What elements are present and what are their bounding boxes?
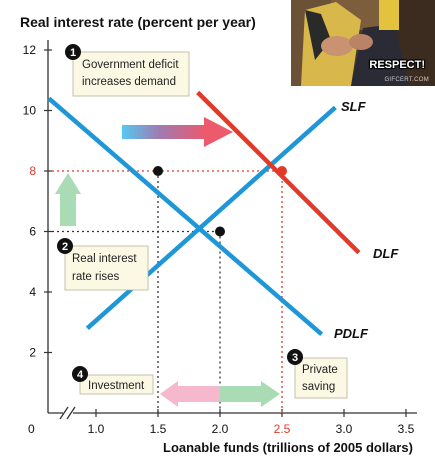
annotation-4-text: Investment [88, 380, 145, 392]
curve-pdlf [47, 96, 324, 337]
annotation-1: 1 Government deficit increases demand [65, 44, 190, 97]
x-tick-label: 2.0 [212, 422, 229, 436]
annotation-3-number: 3 [292, 352, 298, 364]
x-tick-label: 1.5 [150, 422, 167, 436]
curve-slf [85, 105, 337, 330]
point-initial [215, 226, 225, 237]
y-tick-label: 2 [29, 346, 36, 360]
annotation-2-number: 2 [62, 241, 68, 253]
chart-title: Real interest rate (percent per year) [20, 14, 256, 30]
x-axis-break [59, 405, 76, 421]
annotation-2-text: Real interest rate rises [72, 253, 140, 283]
reaction-photo: RESPECT! GIFCERT.COM [291, 0, 435, 86]
y-ticks: 2 4 6 8 10 12 [23, 43, 52, 360]
demand-shift-arrow [122, 117, 233, 147]
annotation-4: 4 Investment [72, 366, 154, 395]
annotation-3-text: Private saving [302, 364, 341, 393]
point-new [277, 166, 287, 176]
annotation-4-number: 4 [77, 369, 84, 381]
x-tick-label: 1.0 [88, 422, 105, 436]
y-tick-label: 12 [23, 43, 37, 57]
y-tick-label: 8 [29, 164, 36, 178]
investment-decrease-arrow [160, 381, 220, 407]
y-tick-label: 10 [23, 104, 37, 118]
x-origin-label: 0 [28, 422, 35, 436]
x-tick-label: 2.5 [274, 422, 291, 436]
guide-lines [52, 170, 283, 413]
y-tick-label: 6 [29, 225, 36, 239]
saving-increase-arrow [220, 381, 280, 407]
series-label-slf: SLF [341, 99, 367, 114]
point-pdlf-at-new-rate [153, 166, 163, 176]
rate-rise-arrow [55, 173, 81, 226]
series-label-dlf: DLF [373, 246, 399, 261]
annotation-3: 3 Private saving [287, 349, 348, 399]
x-tick-label: 3.5 [398, 422, 415, 436]
x-tick-label: 3.0 [336, 422, 353, 436]
y-tick-label: 4 [29, 285, 36, 299]
photo-watermark: GIFCERT.COM [384, 77, 429, 83]
photo-scene [291, 0, 435, 86]
photo-caption: RESPECT! [369, 59, 425, 71]
annotation-1-number: 1 [70, 47, 76, 59]
equilibrium-points [153, 166, 287, 237]
x-axis-label: Loanable funds (trillions of 2005 dollar… [163, 440, 413, 455]
annotation-2: 2 Real interest rate rises [57, 238, 149, 291]
annotation-1-text: Government deficit increases demand [82, 59, 182, 88]
series-label-pdlf: PDLF [334, 326, 369, 341]
